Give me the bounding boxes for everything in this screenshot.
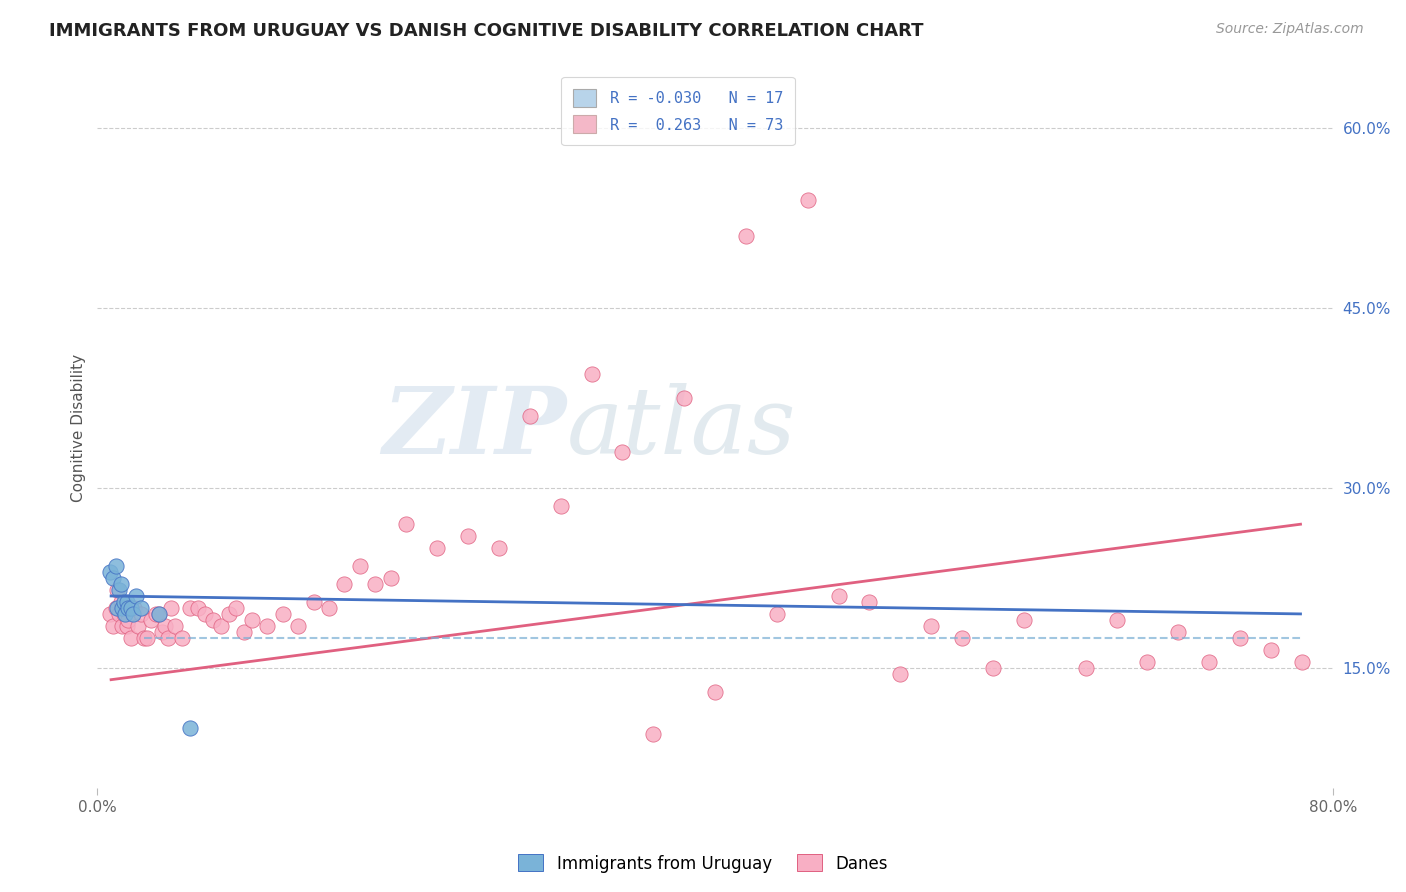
- Point: [271, 607, 294, 621]
- Point: [114, 607, 136, 621]
- Point: [107, 582, 129, 597]
- Point: [148, 607, 170, 621]
- Point: [981, 661, 1004, 675]
- Point: [163, 619, 186, 633]
- Point: [1198, 655, 1220, 669]
- Point: [145, 607, 167, 621]
- Point: [287, 619, 309, 633]
- Point: [1260, 643, 1282, 657]
- Point: [233, 624, 256, 639]
- Point: [179, 601, 201, 615]
- Point: [202, 613, 225, 627]
- Point: [120, 601, 142, 615]
- Point: [318, 601, 340, 615]
- Point: [426, 541, 449, 555]
- Point: [858, 595, 880, 609]
- Point: [349, 559, 371, 574]
- Point: [1074, 661, 1097, 675]
- Point: [122, 607, 145, 621]
- Point: [157, 631, 180, 645]
- Point: [111, 619, 134, 633]
- Point: [132, 631, 155, 645]
- Point: [115, 619, 138, 633]
- Text: ZIP: ZIP: [382, 384, 567, 473]
- Text: atlas: atlas: [567, 384, 796, 473]
- Point: [108, 607, 131, 621]
- Point: [673, 391, 696, 405]
- Point: [256, 619, 278, 633]
- Point: [1136, 655, 1159, 669]
- Point: [104, 601, 127, 615]
- Point: [125, 589, 148, 603]
- Point: [380, 571, 402, 585]
- Point: [225, 601, 247, 615]
- Point: [148, 607, 170, 621]
- Point: [179, 721, 201, 735]
- Point: [160, 601, 183, 615]
- Point: [135, 631, 157, 645]
- Point: [643, 727, 665, 741]
- Point: [98, 565, 121, 579]
- Point: [107, 601, 129, 615]
- Point: [114, 601, 136, 615]
- Point: [111, 601, 134, 615]
- Point: [302, 595, 325, 609]
- Point: [766, 607, 789, 621]
- Point: [364, 577, 387, 591]
- Point: [333, 577, 356, 591]
- Point: [1229, 631, 1251, 645]
- Point: [218, 607, 240, 621]
- Point: [550, 499, 572, 513]
- Point: [141, 613, 163, 627]
- Point: [101, 571, 124, 585]
- Text: IMMIGRANTS FROM URUGUAY VS DANISH COGNITIVE DISABILITY CORRELATION CHART: IMMIGRANTS FROM URUGUAY VS DANISH COGNIT…: [49, 22, 924, 40]
- Point: [395, 516, 418, 531]
- Point: [950, 631, 973, 645]
- Text: Source: ZipAtlas.com: Source: ZipAtlas.com: [1216, 22, 1364, 37]
- Point: [112, 607, 135, 621]
- Legend: Immigrants from Uruguay, Danes: Immigrants from Uruguay, Danes: [512, 847, 894, 880]
- Point: [129, 601, 152, 615]
- Point: [108, 582, 131, 597]
- Point: [1291, 655, 1313, 669]
- Point: [112, 595, 135, 609]
- Legend: R = -0.030   N = 17, R =  0.263   N = 73: R = -0.030 N = 17, R = 0.263 N = 73: [561, 77, 794, 145]
- Point: [704, 685, 727, 699]
- Point: [209, 619, 232, 633]
- Point: [129, 607, 152, 621]
- Point: [124, 601, 146, 615]
- Point: [98, 607, 121, 621]
- Point: [120, 631, 142, 645]
- Point: [127, 619, 149, 633]
- Point: [488, 541, 510, 555]
- Point: [104, 559, 127, 574]
- Point: [612, 445, 634, 459]
- Point: [920, 619, 942, 633]
- Point: [827, 589, 849, 603]
- Point: [240, 613, 263, 627]
- Point: [889, 666, 911, 681]
- Y-axis label: Cognitive Disability: Cognitive Disability: [72, 354, 86, 502]
- Point: [172, 631, 194, 645]
- Point: [194, 607, 217, 621]
- Point: [1167, 624, 1189, 639]
- Point: [150, 624, 173, 639]
- Point: [519, 409, 541, 424]
- Point: [115, 595, 138, 609]
- Point: [581, 368, 603, 382]
- Point: [117, 601, 139, 615]
- Point: [735, 229, 758, 244]
- Point: [110, 595, 132, 609]
- Point: [796, 194, 818, 208]
- Point: [1012, 613, 1035, 627]
- Point: [1105, 613, 1128, 627]
- Point: [187, 601, 209, 615]
- Point: [155, 619, 177, 633]
- Point: [117, 613, 139, 627]
- Point: [101, 619, 124, 633]
- Point: [457, 529, 479, 543]
- Point: [110, 577, 132, 591]
